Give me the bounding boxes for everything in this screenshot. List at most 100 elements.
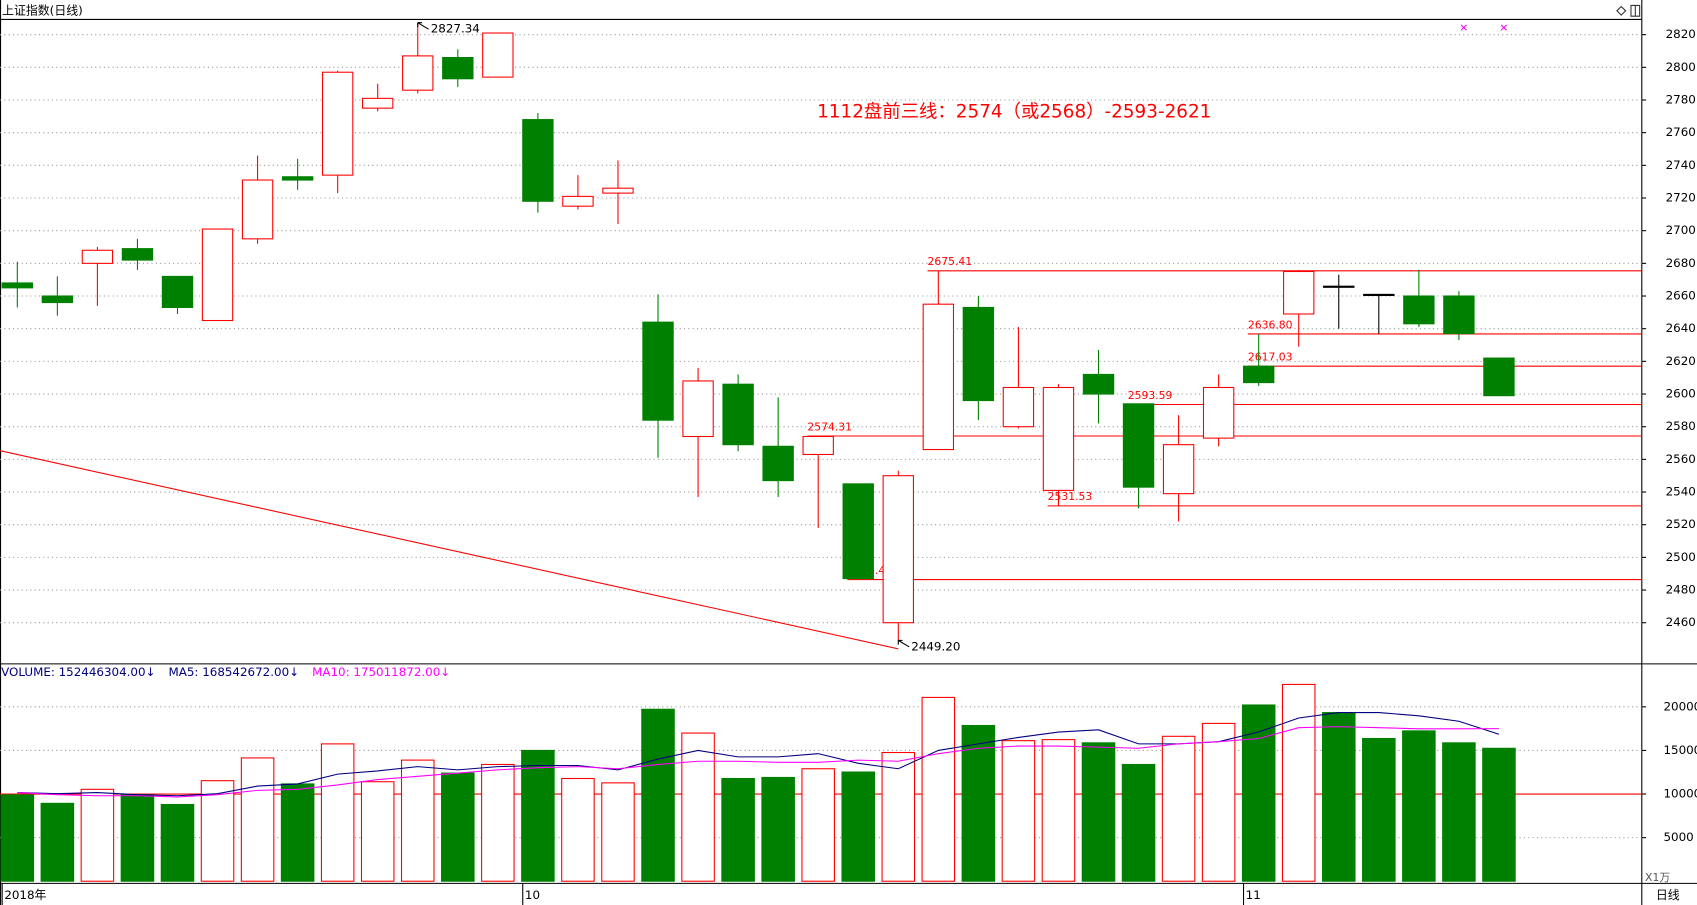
candle-body (442, 56, 474, 80)
volume-bar (481, 763, 515, 882)
y-tick-label: 2800 (1666, 60, 1696, 74)
level-label: 2574.31 (807, 420, 852, 433)
volume-bar (120, 794, 155, 882)
x-tick-label: 10 (525, 888, 540, 902)
annotation: 1112盘前三线：2574（或2568）-2593-2621 (817, 101, 1211, 122)
volume-bar (1161, 735, 1196, 882)
extreme-arrow (897, 639, 910, 648)
level-label: 2531.53 (1048, 490, 1093, 503)
candle-body (642, 321, 674, 421)
candle-body (882, 475, 914, 624)
y-tick-label: 2820 (1666, 27, 1696, 41)
candle-body (41, 295, 74, 304)
candle-body (1443, 295, 1475, 335)
volume-bar (240, 757, 275, 882)
candle-body (482, 32, 514, 78)
y-tick-label: 2640 (1666, 321, 1696, 335)
candle-body (121, 248, 154, 261)
level-label: 2617.03 (1248, 351, 1293, 364)
volume-bar (1201, 722, 1236, 882)
x-tick-label: 2018年 (4, 888, 46, 902)
candle-body (1363, 293, 1395, 297)
candle-body (762, 445, 794, 482)
candle-body (1042, 386, 1075, 491)
candle-body (1122, 403, 1155, 488)
y-tick-label: 2760 (1666, 125, 1696, 139)
level-label: 2636.80 (1248, 318, 1293, 331)
candle-body (1162, 444, 1195, 495)
marker-icons (1460, 24, 1507, 31)
y-tick-label: 2740 (1666, 158, 1696, 172)
y-tick-label: 2580 (1666, 419, 1696, 433)
y-tick-label: 20000 (1663, 699, 1697, 713)
candle-body (362, 97, 394, 109)
candle-body (81, 249, 114, 264)
volume-bar (1001, 740, 1036, 882)
volume-bar (160, 803, 195, 882)
candle-body (281, 176, 314, 181)
volume-bar (881, 751, 916, 882)
volume-bar (1241, 704, 1276, 882)
candle-body (602, 187, 634, 194)
extreme-arrow (417, 22, 429, 30)
y-tick-label: 2660 (1666, 289, 1696, 303)
candle-body (1323, 285, 1355, 288)
unit-label: X1万 (1645, 871, 1670, 884)
volume-bar (400, 759, 435, 882)
candle-body (962, 306, 995, 402)
volume-bar (1321, 712, 1356, 882)
volume-bar (1081, 742, 1116, 882)
volume-bar (961, 724, 996, 882)
ma-line (17, 712, 1500, 797)
ma-line (17, 726, 1499, 798)
y-tick-label: 2700 (1666, 223, 1696, 237)
volume-bar (601, 782, 635, 882)
candle-body (802, 435, 834, 456)
candle-body (922, 303, 955, 451)
volume-bar (441, 772, 475, 882)
volume-bar (561, 777, 595, 882)
y-tick-label: 2720 (1666, 191, 1696, 205)
y-tick-label: 2520 (1666, 517, 1696, 531)
candle-body (321, 71, 354, 176)
trendline (0, 450, 899, 650)
candle-body (842, 483, 874, 580)
y-tick-label: 2600 (1666, 387, 1696, 401)
candle-body (1483, 357, 1515, 397)
volume-bar (921, 696, 956, 882)
candle-body (1403, 295, 1435, 325)
plot: 2460 2480 2500 2520 2540 2560 2580 2600 2620 2640… (0, 22, 1697, 905)
volume-bar (360, 781, 395, 882)
level-label: 2593.59 (1128, 389, 1173, 402)
legend-entry: MA10: 175011872.00↓ (312, 665, 450, 679)
candle-body (562, 195, 594, 207)
candle-body (1242, 365, 1275, 384)
volume-bar (1362, 737, 1396, 882)
y-tick-label: 2480 (1666, 583, 1696, 597)
y-tick-label: 5000 (1663, 830, 1693, 844)
candle-body (1, 282, 34, 289)
window-icons[interactable] (1616, 4, 1641, 17)
y-tick-label: 2460 (1666, 615, 1696, 629)
legend-entry: MA5: 168542672.00↓ (168, 665, 299, 679)
candle-body (161, 275, 194, 308)
candle-body (722, 383, 754, 446)
y-tick-label: 2560 (1666, 452, 1696, 466)
volume-bar (761, 776, 795, 882)
volume-bar (1402, 730, 1436, 882)
candle-body (402, 55, 434, 91)
volume-bar (1281, 683, 1316, 882)
volume-bar (521, 749, 555, 882)
y-tick-label: 2780 (1666, 92, 1696, 106)
volume-bar (0, 794, 35, 882)
y-tick-label: 2540 (1666, 485, 1696, 499)
volume-bar (681, 732, 715, 882)
candle-body (682, 380, 714, 438)
level-label: 2675.41 (928, 255, 973, 268)
y-tick-label: 2680 (1666, 256, 1696, 270)
candle-body (241, 179, 274, 240)
volume-bar (200, 780, 235, 882)
candle-body (522, 119, 554, 202)
